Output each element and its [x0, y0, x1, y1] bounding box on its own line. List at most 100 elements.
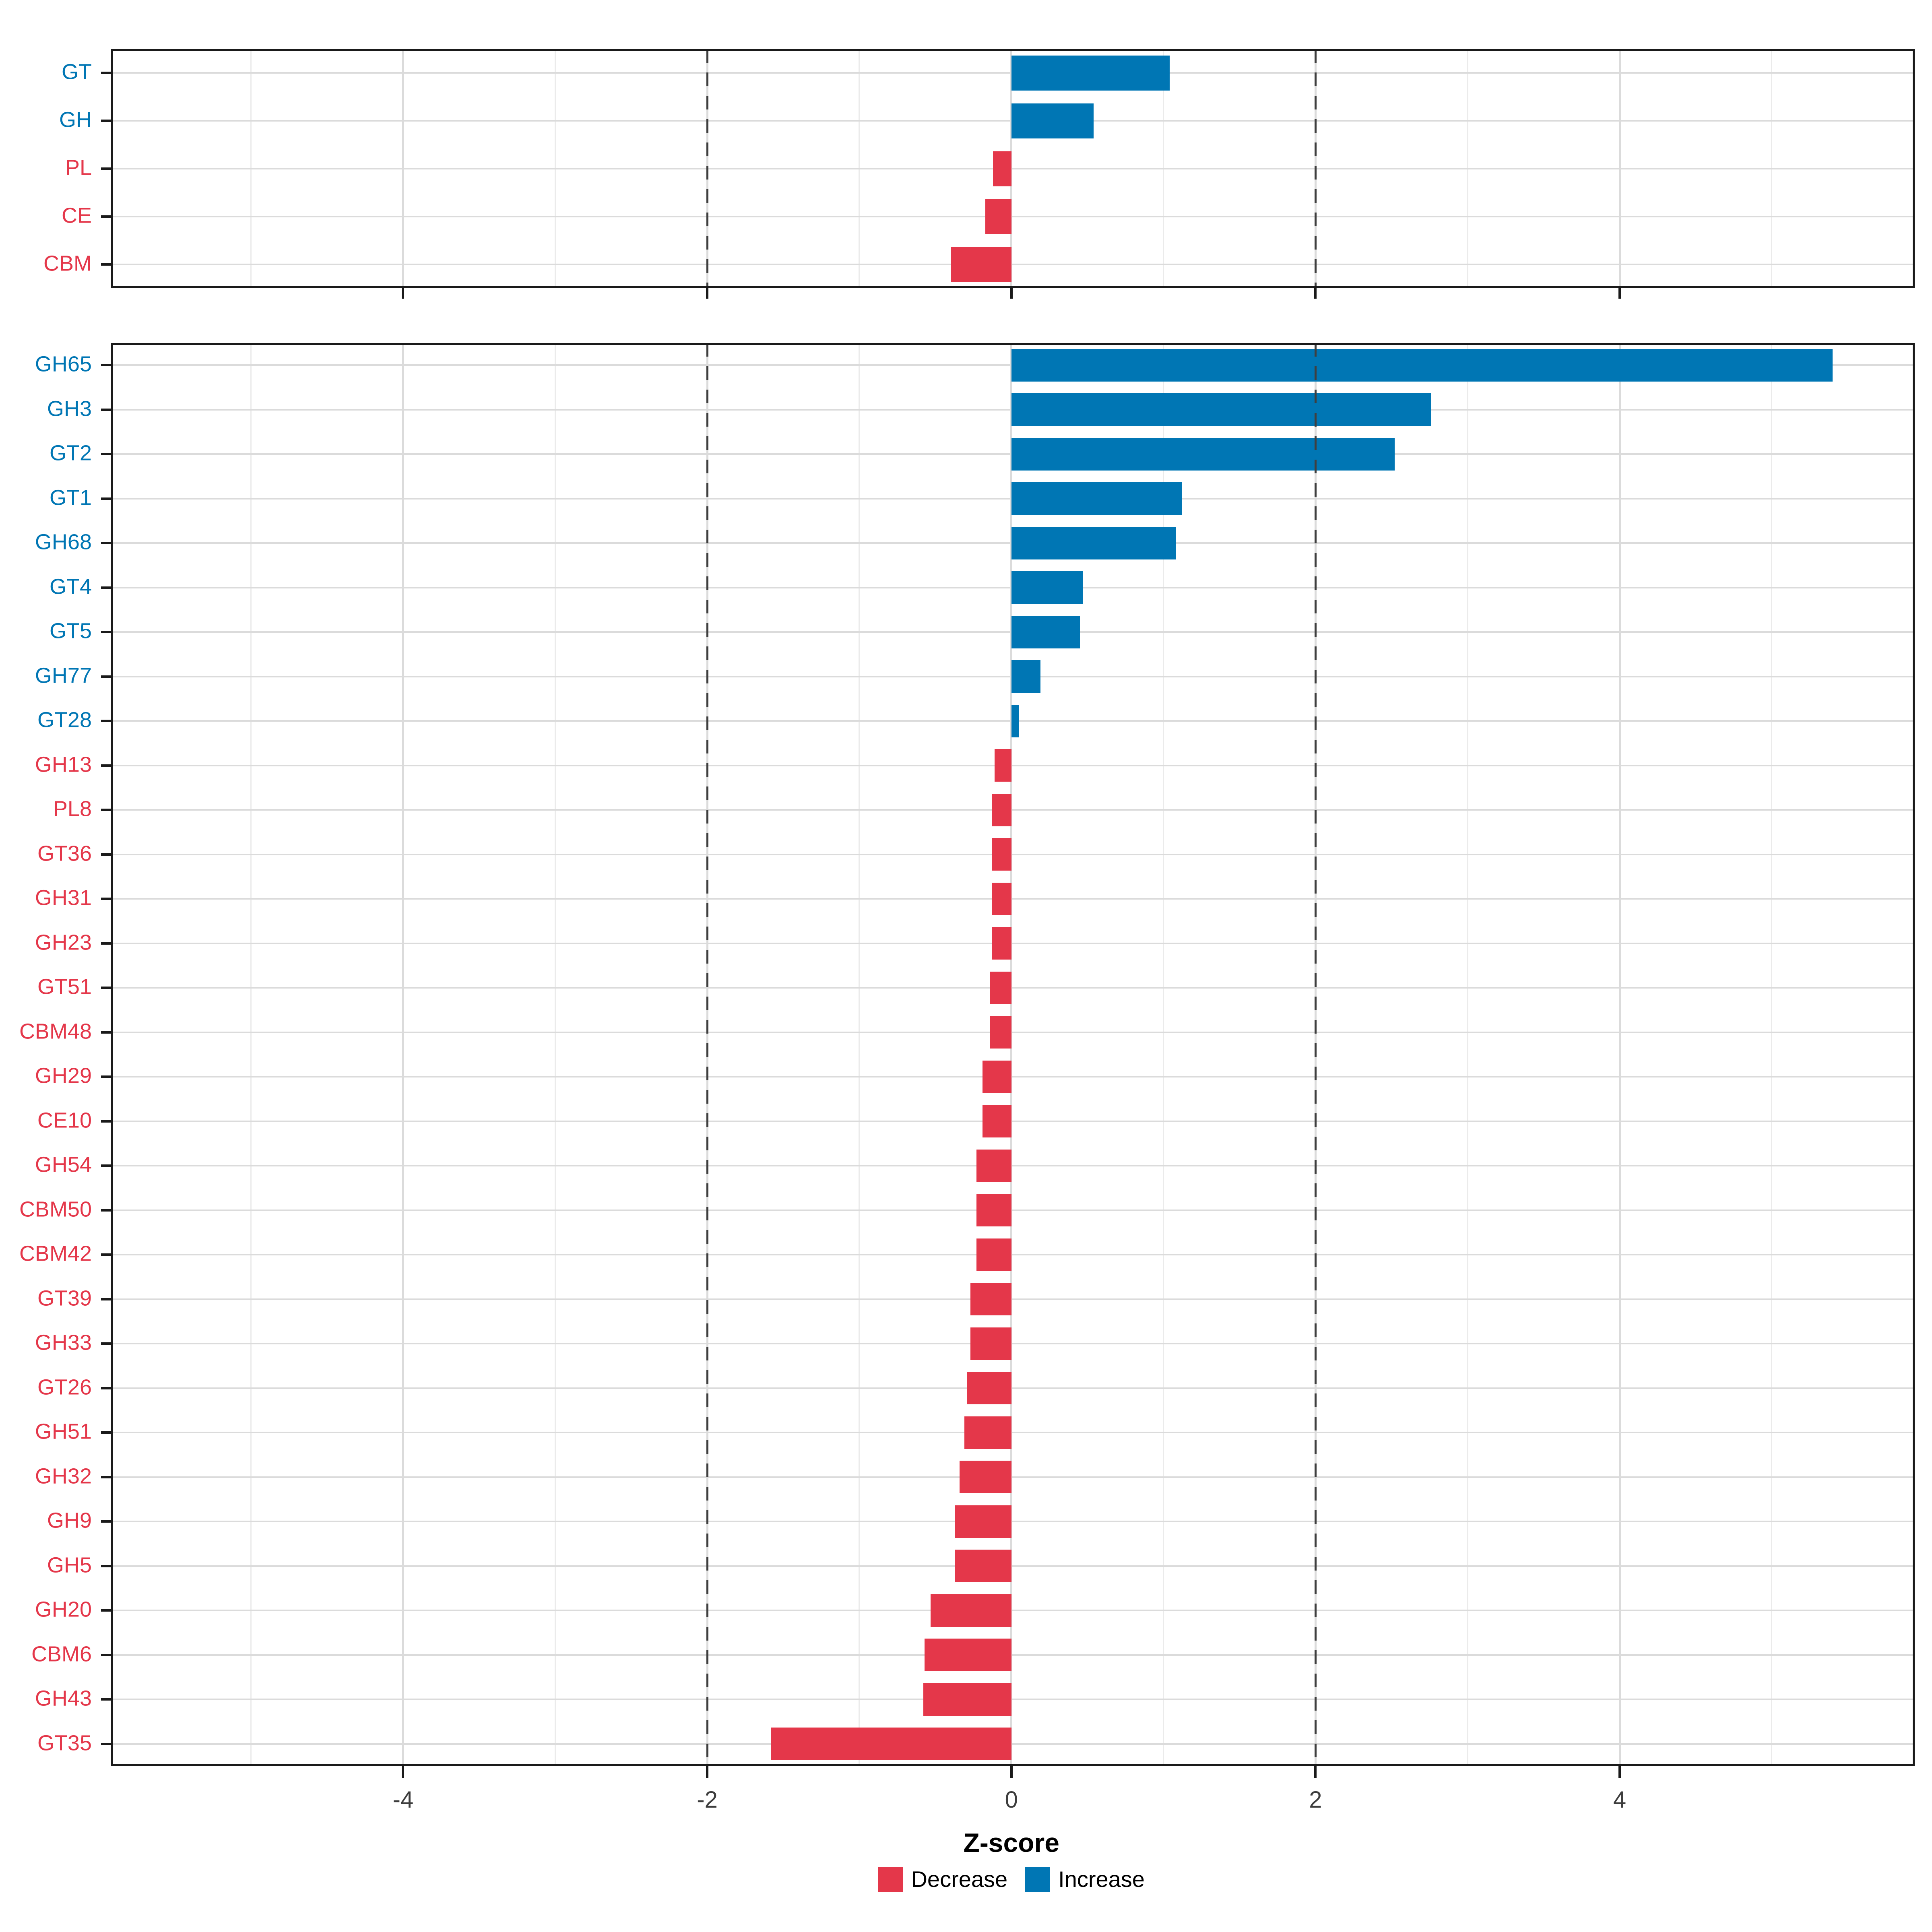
bar-GH54 — [976, 1149, 1011, 1182]
x-tick-label--4: -4 — [392, 1787, 414, 1813]
bar-PL — [993, 151, 1011, 186]
y-tick-GT5 — [101, 631, 111, 634]
bar-GT28 — [1011, 704, 1019, 737]
y-tick-GH54 — [101, 1164, 111, 1167]
y-label-GH32: GH32 — [35, 1464, 92, 1488]
x-tick-label--2: -2 — [697, 1787, 718, 1813]
y-tick-GH77 — [101, 675, 111, 678]
bar-CE — [985, 199, 1011, 234]
dashed-line--2 — [706, 49, 708, 288]
x-tick--4 — [402, 1766, 405, 1778]
y-label-GH29: GH29 — [35, 1063, 92, 1088]
y-label-GH20: GH20 — [35, 1597, 92, 1622]
bar-GH51 — [964, 1416, 1011, 1449]
legend: Decrease Increase — [878, 1866, 1145, 1892]
bar-CBM48 — [990, 1016, 1011, 1049]
y-label-GT1: GT1 — [49, 485, 92, 510]
y-tick-GH31 — [101, 898, 111, 900]
row-gridline — [111, 1699, 1915, 1701]
bar-GT51 — [990, 971, 1011, 1004]
row-gridline — [111, 853, 1915, 855]
row-gridline — [111, 809, 1915, 811]
legend-label-increase: Increase — [1058, 1866, 1145, 1892]
y-label-CBM: CBM — [43, 251, 92, 276]
y-tick-GT — [101, 72, 111, 74]
major-gridline — [1010, 343, 1013, 1766]
y-label-CE: CE — [61, 203, 92, 228]
legend-label-decrease: Decrease — [911, 1866, 1008, 1892]
y-tick-CBM50 — [101, 1209, 111, 1212]
bar-GH65 — [1011, 349, 1833, 382]
y-label-CE10: CE10 — [37, 1108, 92, 1133]
bar-GT4 — [1011, 571, 1083, 604]
row-gridline — [111, 987, 1915, 989]
row-gridline — [111, 215, 1915, 217]
y-tick-GH — [101, 120, 111, 122]
bar-CBM — [950, 247, 1011, 282]
bar-GT26 — [967, 1372, 1011, 1405]
row-gridline — [111, 1476, 1915, 1478]
row-gridline — [111, 1565, 1915, 1567]
y-label-GH31: GH31 — [35, 886, 92, 910]
y-label-GH43: GH43 — [35, 1686, 92, 1711]
y-tick-GH65 — [101, 364, 111, 367]
y-label-GT36: GT36 — [37, 841, 92, 866]
bar-GT39 — [970, 1283, 1011, 1316]
bar-GH29 — [982, 1060, 1011, 1093]
y-label-GH: GH — [59, 107, 92, 132]
bar-CBM50 — [976, 1194, 1011, 1227]
y-label-GH9: GH9 — [47, 1508, 92, 1533]
row-gridline — [111, 1610, 1915, 1612]
row-gridline — [111, 1521, 1915, 1523]
row-gridline — [111, 1432, 1915, 1434]
y-label-GT51: GT51 — [37, 974, 92, 999]
minor-gridline — [1163, 343, 1164, 1766]
y-label-PL8: PL8 — [53, 797, 92, 821]
bar-GH3 — [1011, 393, 1431, 426]
y-tick-GT1 — [101, 497, 111, 500]
x-axis-title: Z-score — [963, 1828, 1059, 1858]
y-label-CBM42: CBM42 — [19, 1241, 92, 1266]
y-tick-GT35 — [101, 1742, 111, 1745]
row-gridline — [111, 942, 1915, 944]
y-tick-GH9 — [101, 1520, 111, 1523]
bar-GH31 — [991, 882, 1011, 915]
bar-GH23 — [991, 927, 1011, 960]
y-tick-PL — [101, 167, 111, 170]
y-tick-GT4 — [101, 586, 111, 589]
top-panel — [111, 49, 1915, 288]
main-panel — [111, 343, 1915, 1766]
bar-CBM6 — [925, 1639, 1011, 1672]
y-label-GH51: GH51 — [35, 1419, 92, 1444]
minor-gridline — [554, 343, 556, 1766]
bar-GT — [1011, 55, 1170, 91]
major-gridline — [402, 343, 404, 1766]
y-label-GT39: GT39 — [37, 1286, 92, 1311]
row-gridline — [111, 1076, 1915, 1078]
y-label-GH68: GH68 — [35, 530, 92, 554]
increase-color-swatch — [1025, 1866, 1051, 1892]
y-label-GT4: GT4 — [49, 574, 92, 599]
y-label-GH3: GH3 — [47, 396, 92, 421]
x-tick-label-4: 4 — [1613, 1787, 1627, 1813]
minor-gridline — [250, 343, 252, 1766]
bar-GH5 — [955, 1550, 1011, 1583]
dashed-line--2 — [706, 343, 708, 1766]
row-gridline — [111, 1031, 1915, 1033]
x-tick-label-2: 2 — [1309, 1787, 1322, 1813]
y-label-GT: GT — [62, 60, 92, 84]
y-tick-CBM6 — [101, 1653, 111, 1656]
y-tick-GH5 — [101, 1565, 111, 1567]
x-tick-0 — [1010, 1766, 1013, 1778]
dashed-line-2 — [1314, 49, 1317, 288]
y-label-PL: PL — [65, 155, 92, 180]
row-gridline — [111, 1387, 1915, 1389]
row-gridline — [111, 168, 1915, 169]
y-tick-GT39 — [101, 1298, 111, 1300]
y-tick-GH43 — [101, 1698, 111, 1701]
y-tick-GH20 — [101, 1609, 111, 1612]
x-tick-label-0: 0 — [1005, 1787, 1018, 1813]
row-gridline — [111, 1343, 1915, 1345]
y-tick-GH23 — [101, 942, 111, 945]
